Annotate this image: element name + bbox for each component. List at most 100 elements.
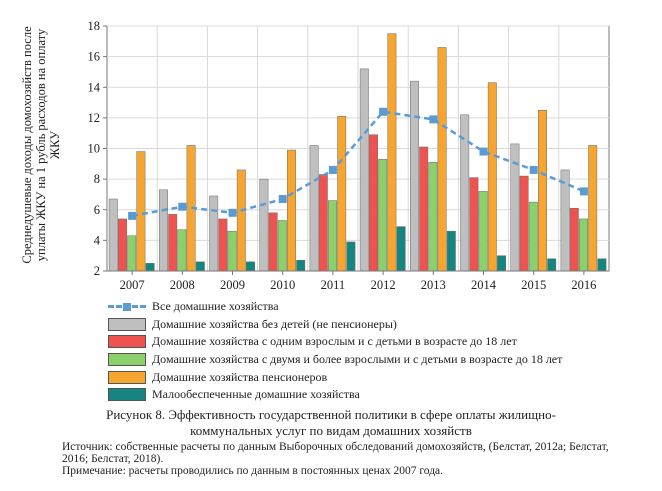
bar <box>259 178 269 272</box>
y-axis-label: Среднедушевые доходы домохозяйств после … <box>4 20 78 270</box>
bar <box>428 162 438 272</box>
y-tick-label: 2 <box>94 264 100 278</box>
y-tick-label: 18 <box>88 19 101 33</box>
bar <box>419 146 429 272</box>
bar <box>569 207 579 272</box>
bar <box>309 145 319 272</box>
legend-swatch <box>108 388 146 402</box>
line-point <box>178 202 187 211</box>
bar <box>296 260 306 272</box>
bar <box>159 189 168 272</box>
bar <box>579 218 588 272</box>
source-note: Источник: собственные расчеты по данным … <box>62 441 609 465</box>
bar <box>227 230 237 272</box>
legend: Все домашние хозяйства Домашние хозяйств… <box>108 298 662 404</box>
bar <box>497 255 506 272</box>
x-tick-label: 2014 <box>471 278 497 292</box>
bar <box>519 175 529 272</box>
legend-item: Малообеспеченные домашние хозяйства <box>108 386 662 404</box>
bar <box>446 230 456 272</box>
bar <box>528 201 538 272</box>
legend-label: Домашние хозяйства пенсионеров <box>152 369 328 384</box>
y-tick-label: 8 <box>94 172 100 186</box>
caption-line-2: коммунальных услуг по видам домашних хоз… <box>190 423 472 438</box>
legend-item: Домашние хозяйства без детей (не пенсион… <box>108 316 662 334</box>
bar <box>209 195 219 272</box>
legend-label: Все домашние хозяйства <box>152 299 279 314</box>
bar <box>547 258 557 272</box>
x-tick-label: 2012 <box>371 278 396 292</box>
x-tick-label: 2011 <box>321 278 346 292</box>
y-tick-label: 6 <box>94 203 100 217</box>
bar <box>337 116 347 272</box>
y-tick-label: 12 <box>88 111 101 125</box>
legend-swatch <box>108 370 146 384</box>
x-tick-label: 2007 <box>120 278 145 292</box>
legend-swatch <box>108 353 146 367</box>
bar <box>396 226 406 272</box>
legend-swatch <box>108 335 146 349</box>
y-axis-label-text: Среднедушевые доходы домохозяйств после … <box>20 26 62 264</box>
line-point <box>128 211 137 220</box>
bar <box>346 241 356 272</box>
bar <box>538 109 547 272</box>
y-tick-label: 10 <box>88 142 101 156</box>
line-point <box>328 165 337 174</box>
legend-label: Домашние хозяйства с двумя и более взрос… <box>152 352 563 367</box>
bar <box>560 169 570 272</box>
line-point <box>278 195 287 204</box>
bar <box>268 212 278 272</box>
line-point <box>579 187 588 196</box>
x-tick-label: 2009 <box>220 278 245 292</box>
bar <box>487 82 497 272</box>
bar <box>469 177 479 272</box>
bar <box>410 80 419 272</box>
y-tick-label: 4 <box>94 233 101 247</box>
bar <box>387 33 397 272</box>
series-line <box>131 110 585 218</box>
bar <box>236 169 246 272</box>
bar <box>318 174 328 272</box>
bar <box>108 198 118 272</box>
bar <box>246 261 255 272</box>
bar <box>127 235 137 272</box>
y-tick-label: 16 <box>88 50 101 64</box>
line-point <box>228 208 237 217</box>
line-point <box>429 115 438 124</box>
line-point <box>379 107 388 116</box>
bar <box>287 149 296 272</box>
legend-line-swatch <box>108 300 146 313</box>
bar <box>359 68 369 272</box>
bar <box>369 134 378 272</box>
remark-note: Примечание: расчеты проводились по данны… <box>62 465 444 477</box>
caption-line-1: Рисунок 8. Эффективность государственной… <box>106 407 556 422</box>
legend-swatch <box>108 317 146 331</box>
bar <box>378 158 388 272</box>
line-point <box>529 165 538 174</box>
bar <box>168 214 178 272</box>
x-tick-label: 2008 <box>170 278 195 292</box>
bar <box>478 191 488 272</box>
legend-label: Домашние хозяйства без детей (не пенсион… <box>152 316 397 331</box>
bar <box>328 200 337 272</box>
x-tick-label: 2015 <box>521 278 546 292</box>
bar <box>218 218 228 272</box>
legend-item: Домашние хозяйства с двумя и более взрос… <box>108 351 662 369</box>
bar <box>136 151 146 272</box>
y-tick-label: 14 <box>88 80 101 94</box>
bar <box>195 261 205 272</box>
legend-item: Домашние хозяйства пенсионеров <box>108 368 662 386</box>
x-tick-label: 2013 <box>421 278 446 292</box>
bar <box>177 229 187 272</box>
bar <box>145 263 155 272</box>
bar <box>118 218 127 272</box>
bar <box>437 47 447 272</box>
bar <box>588 145 598 272</box>
bar <box>597 258 607 272</box>
chart: 2 4 6 8 10 12 14 16 18 2007 2008 2009 2010 2011 2012 20… <box>88 19 610 292</box>
legend-label: Малообеспеченные домашние хозяйства <box>152 387 360 402</box>
x-tick-label: 2016 <box>571 278 596 292</box>
bar <box>277 220 287 272</box>
figure-caption: Рисунок 8. Эффективность государственной… <box>0 407 662 439</box>
legend-item-line: Все домашние хозяйства <box>108 298 662 316</box>
